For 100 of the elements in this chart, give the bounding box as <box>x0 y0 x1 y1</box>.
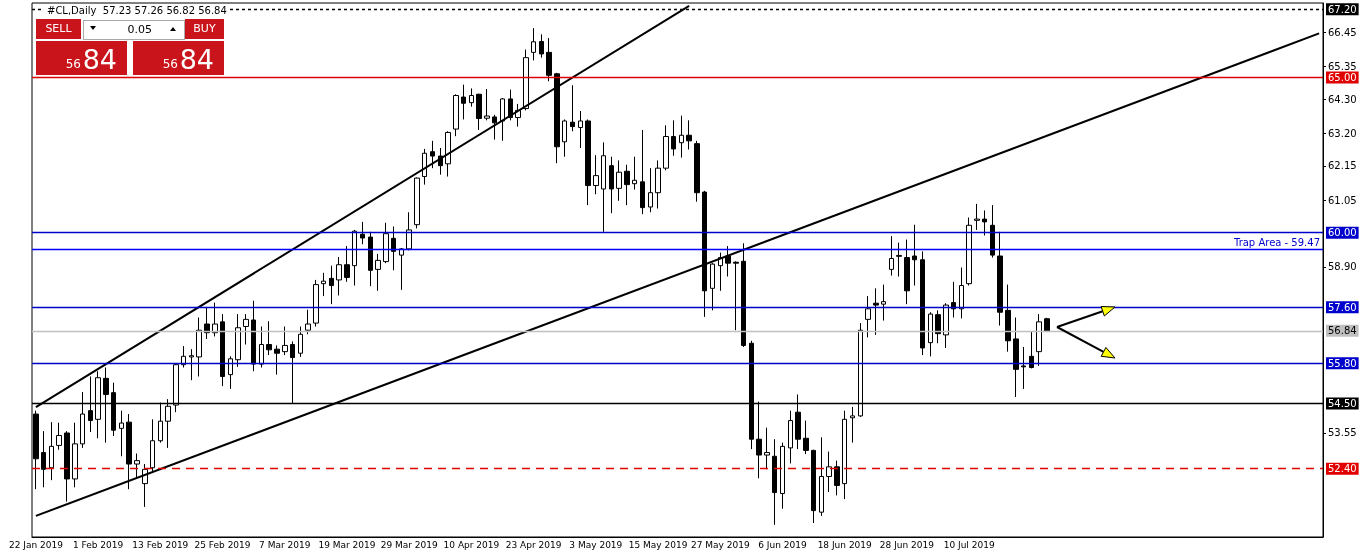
candlestick <box>663 124 669 171</box>
candlestick <box>679 115 684 159</box>
x-tick-label: 13 Feb 2019 <box>132 539 189 550</box>
y-tick-label: 58.90 <box>1328 261 1357 273</box>
candlestick <box>648 167 653 213</box>
candlestick <box>49 421 54 481</box>
candlestick <box>56 422 62 451</box>
candlestick <box>578 110 583 149</box>
candlestick <box>274 344 280 376</box>
y-tick-label: 65.35 <box>1328 61 1357 73</box>
candlestick <box>640 129 645 215</box>
candlestick <box>500 97 505 142</box>
annotation: 84 <box>179 44 214 75</box>
candlestick <box>959 267 964 319</box>
candlestick <box>912 224 917 287</box>
candlestick <box>266 320 272 356</box>
candlestick <box>990 204 995 259</box>
candlestick <box>523 49 529 111</box>
candlestick <box>492 114 497 141</box>
candlestick <box>469 87 474 108</box>
candlestick <box>476 93 482 131</box>
candlestick <box>928 311 933 357</box>
candlestick <box>896 242 902 278</box>
candlestick <box>375 253 381 292</box>
chart-title: #CL,Daily 57.23 57.26 56.82 56.84 <box>47 4 227 16</box>
candlestick <box>406 211 412 251</box>
candlestick <box>321 272 326 297</box>
candlestick <box>920 250 925 356</box>
candlestick <box>313 279 319 327</box>
candlestick <box>803 420 809 455</box>
y-tick-label: 64.30 <box>1328 93 1357 105</box>
candlestick <box>733 260 739 331</box>
y-tick-label: 66.45 <box>1328 26 1357 38</box>
candlestick <box>881 284 886 322</box>
x-tick-label: 19 Mar 2019 <box>318 539 376 550</box>
candlestick <box>352 229 357 287</box>
candlestick <box>539 33 544 59</box>
y-tick-label: 63.20 <box>1328 127 1357 139</box>
candlestick <box>189 348 194 381</box>
candlestick <box>585 118 591 206</box>
x-tick-label: 27 May 2019 <box>690 539 750 550</box>
candlestick <box>772 438 777 526</box>
candlestick <box>764 427 770 470</box>
x-tick-label: 7 Mar 2019 <box>259 539 311 550</box>
annotation: 56 <box>162 57 178 71</box>
x-tick-label: 28 Jun 2019 <box>879 539 935 550</box>
candlestick <box>951 281 956 318</box>
candlestick <box>1013 317 1019 398</box>
ref-line-label: 67.20 <box>1328 3 1357 15</box>
annotation: 56 <box>65 57 81 71</box>
candlestick <box>788 410 793 464</box>
candlestick <box>1021 346 1026 390</box>
y-tick-label: 61.05 <box>1328 194 1357 206</box>
candlestick <box>850 406 855 444</box>
candlestick <box>609 156 614 214</box>
candlestick <box>702 190 707 318</box>
ref-line-label: 54.50 <box>1328 398 1357 409</box>
candlestick <box>725 245 731 278</box>
candlestick <box>780 442 785 510</box>
candlestick <box>220 313 225 387</box>
candlestick <box>181 345 186 368</box>
candlestick <box>982 209 987 237</box>
candlestick <box>601 141 606 233</box>
candlestick <box>282 326 288 356</box>
x-tick-label: 15 May 2019 <box>628 539 688 550</box>
candlestick <box>336 256 342 296</box>
x-tick-label: 10 Apr 2019 <box>443 539 500 550</box>
candlestick <box>399 247 404 291</box>
candlestick <box>655 159 661 210</box>
ref-line-label: 52.40 <box>1328 463 1357 475</box>
x-tick-label: 23 Apr 2019 <box>505 539 562 550</box>
candlestick <box>593 154 599 195</box>
annotation: Trap Area - 59.47 <box>1232 236 1320 248</box>
candlestick <box>259 326 264 368</box>
candlestick <box>632 156 637 191</box>
candlestick <box>554 72 560 164</box>
candlestick <box>842 410 847 500</box>
candlestick <box>228 355 233 390</box>
candlestick <box>873 287 879 336</box>
x-tick-label: 6 Jun 2019 <box>758 539 807 550</box>
candlestick <box>360 221 365 245</box>
candlestick <box>710 262 715 311</box>
candlestick <box>997 231 1003 327</box>
candlestick <box>243 313 249 346</box>
candlestick <box>671 119 676 157</box>
candlestick <box>368 231 373 287</box>
x-tick-label: 3 May 2019 <box>569 539 623 550</box>
candlestick <box>414 176 420 229</box>
ref-line-label: 65.00 <box>1328 72 1357 84</box>
x-tick-label: 25 Feb 2019 <box>194 539 251 550</box>
candlestick <box>329 265 334 305</box>
candlestick <box>889 235 894 277</box>
candlestick <box>935 309 941 344</box>
candlestick <box>546 37 552 82</box>
candlestick <box>819 436 824 517</box>
annotation: BUY <box>185 19 224 39</box>
annotation: 0.05 <box>127 23 152 36</box>
candlestick <box>974 203 980 231</box>
candlestick <box>826 451 832 493</box>
candlestick <box>624 164 630 206</box>
